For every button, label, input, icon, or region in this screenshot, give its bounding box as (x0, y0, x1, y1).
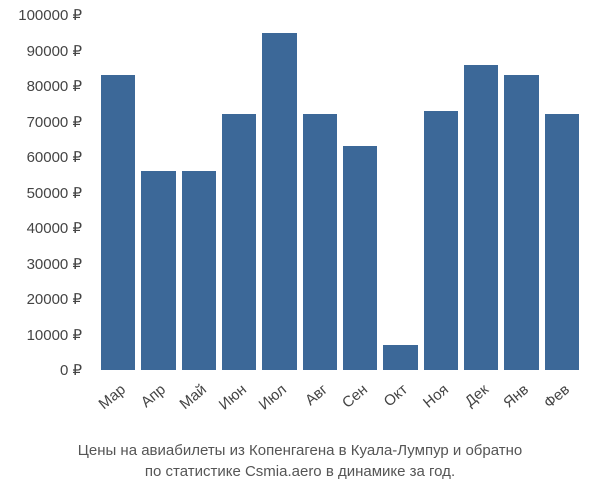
bars-group (95, 15, 585, 370)
bar (424, 111, 458, 370)
x-tick-label: Апр (138, 381, 169, 411)
bar (464, 65, 498, 370)
bar (545, 114, 579, 370)
bar (182, 171, 216, 370)
bar (303, 114, 337, 370)
y-axis: 0 ₽10000 ₽20000 ₽30000 ₽40000 ₽50000 ₽60… (0, 15, 90, 370)
y-tick-label: 10000 ₽ (27, 326, 82, 344)
bar (504, 75, 538, 370)
x-label-slot: Май (182, 375, 216, 435)
x-label-slot: Сен (343, 375, 377, 435)
x-tick-label: Мар (96, 381, 129, 413)
y-tick-label: 0 ₽ (60, 361, 82, 379)
y-tick-label: 20000 ₽ (27, 290, 82, 308)
x-tick-label: Окт (381, 381, 411, 410)
x-label-slot: Дек (464, 375, 498, 435)
x-tick-label: Ноя (420, 381, 452, 412)
bar (141, 171, 175, 370)
x-label-slot: Ноя (424, 375, 458, 435)
x-label-slot: Июл (262, 375, 296, 435)
y-tick-label: 50000 ₽ (27, 184, 82, 202)
x-label-slot: Авг (303, 375, 337, 435)
x-label-slot: Янв (504, 375, 538, 435)
x-label-slot: Апр (141, 375, 175, 435)
y-tick-label: 60000 ₽ (27, 148, 82, 166)
y-tick-label: 90000 ₽ (27, 42, 82, 60)
x-axis: МарАпрМайИюнИюлАвгСенОктНояДекЯнвФев (95, 375, 585, 435)
x-tick-label: Фев (541, 381, 573, 412)
y-tick-label: 30000 ₽ (27, 255, 82, 273)
bar (343, 146, 377, 370)
x-label-slot: Июн (222, 375, 256, 435)
x-tick-label: Июн (216, 381, 250, 414)
x-label-slot: Окт (383, 375, 417, 435)
x-label-slot: Мар (101, 375, 135, 435)
x-label-slot: Фев (545, 375, 579, 435)
x-tick-label: Дек (462, 381, 492, 410)
bar (222, 114, 256, 370)
x-tick-label: Сен (339, 381, 371, 412)
y-tick-label: 80000 ₽ (27, 77, 82, 95)
x-tick-label: Авг (302, 381, 331, 409)
x-labels-group: МарАпрМайИюнИюлАвгСенОктНояДекЯнвФев (95, 375, 585, 435)
caption-line-1: Цены на авиабилеты из Копенгагена в Куал… (0, 440, 600, 461)
bar (101, 75, 135, 370)
x-tick-label: Май (176, 381, 209, 413)
caption-line-2: по статистике Csmia.aero в динамике за г… (0, 461, 600, 482)
x-tick-label: Июл (256, 381, 290, 414)
y-tick-label: 70000 ₽ (27, 113, 82, 131)
y-tick-label: 100000 ₽ (18, 6, 82, 24)
bar (383, 345, 417, 370)
chart-caption: Цены на авиабилеты из Копенгагена в Куал… (0, 440, 600, 482)
bar-chart (95, 15, 585, 370)
bar (262, 33, 296, 370)
x-tick-label: Янв (501, 381, 533, 411)
y-tick-label: 40000 ₽ (27, 219, 82, 237)
